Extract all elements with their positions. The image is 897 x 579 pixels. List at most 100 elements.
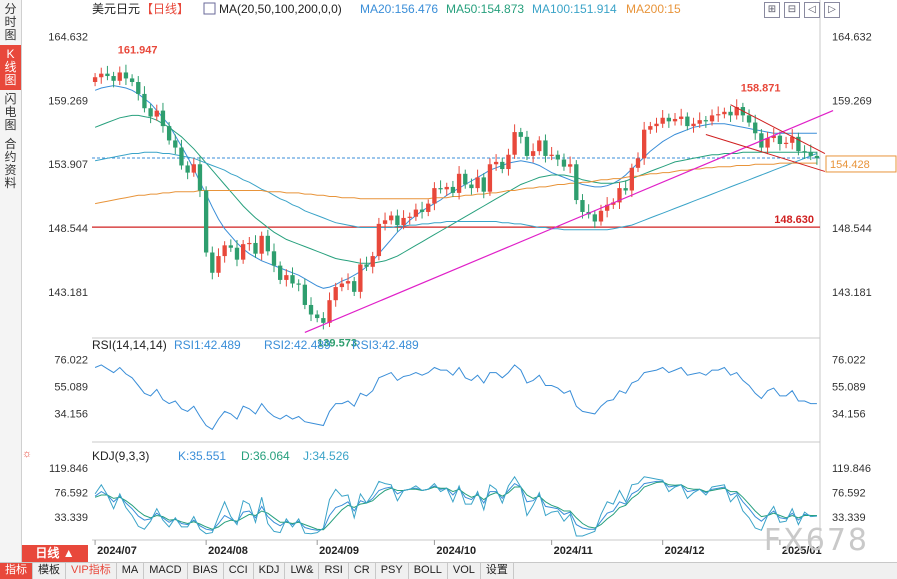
sidebar-tab-3[interactable]: 合约资料 bbox=[4, 137, 17, 190]
main-ytick-right-3: 148.544 bbox=[832, 223, 872, 235]
pan-right-icon[interactable]: ▷ bbox=[824, 2, 840, 18]
candle-body bbox=[432, 188, 437, 204]
indicator-tab-13[interactable]: VOL bbox=[448, 563, 481, 579]
candle-body bbox=[166, 126, 172, 141]
last-price-label: 154.428 bbox=[830, 159, 870, 171]
candle-body bbox=[679, 116, 684, 119]
candle-body bbox=[648, 126, 653, 130]
candle-body bbox=[765, 138, 770, 148]
candle-body bbox=[623, 188, 628, 191]
indicator-tab-10[interactable]: CR bbox=[349, 563, 376, 579]
candle-body bbox=[296, 283, 301, 285]
indicator-tab-9[interactable]: RSI bbox=[319, 563, 349, 579]
ma100-value: MA100:151.914 bbox=[532, 2, 617, 16]
xtick-label-1: 2024/08 bbox=[208, 545, 248, 557]
candle-body bbox=[407, 216, 412, 218]
kdj-line-d bbox=[94, 481, 817, 531]
candle-body bbox=[327, 300, 332, 323]
candle-body bbox=[697, 120, 702, 124]
candle-body bbox=[99, 73, 104, 78]
candle-body bbox=[197, 164, 203, 191]
indicator-tab-4[interactable]: MACD bbox=[144, 563, 188, 579]
sidebar-tab-0[interactable]: 分时图 bbox=[4, 2, 17, 42]
ma-settings-icon bbox=[203, 2, 216, 15]
support-label: 148.630 bbox=[774, 214, 814, 226]
indicator-tab-5[interactable]: BIAS bbox=[188, 563, 224, 579]
ma200-value: MA200:15 bbox=[626, 2, 681, 16]
rsi-ytick-left-0: 76.022 bbox=[54, 355, 88, 367]
candle-body bbox=[308, 304, 314, 315]
indicator-tab-0[interactable]: 指标 bbox=[0, 563, 33, 579]
candle-body bbox=[376, 223, 382, 257]
rsi-line-0 bbox=[94, 364, 817, 431]
candle-body bbox=[685, 116, 690, 127]
candle-body bbox=[808, 152, 813, 156]
rsi-ytick-left-1: 55.089 bbox=[54, 382, 88, 394]
pan-left-icon[interactable]: ◁ bbox=[804, 2, 820, 18]
sidebar-tab-2[interactable]: 闪电图 bbox=[4, 92, 17, 132]
candle-body bbox=[635, 158, 641, 168]
indicator-tab-1[interactable]: 模板 bbox=[33, 563, 66, 579]
candle-body bbox=[506, 154, 511, 170]
candle-body bbox=[518, 132, 523, 137]
candle-body bbox=[358, 264, 363, 292]
watermark: FX678 bbox=[763, 523, 869, 558]
xtick-label-5: 2024/12 bbox=[665, 545, 705, 557]
candle-body bbox=[136, 82, 141, 94]
candle-body bbox=[247, 242, 252, 245]
candle-body bbox=[592, 214, 597, 222]
indicator-tab-14[interactable]: 设置 bbox=[481, 563, 514, 579]
rsi-legend-2: RSI3:42.489 bbox=[352, 338, 419, 352]
indicator-tab-11[interactable]: PSY bbox=[376, 563, 409, 579]
indicator-tab-6[interactable]: CCI bbox=[224, 563, 254, 579]
candle-body bbox=[382, 220, 388, 224]
candle-body bbox=[240, 244, 246, 260]
zoom-out-icon[interactable]: ⊟ bbox=[784, 2, 800, 18]
candle-body bbox=[450, 186, 456, 193]
candle-body bbox=[259, 235, 264, 254]
candle-body bbox=[753, 122, 758, 134]
candle-body bbox=[284, 275, 289, 280]
indicator-tab-2[interactable]: VIP指标 bbox=[66, 563, 117, 579]
candle-body bbox=[654, 123, 659, 127]
candle-body bbox=[703, 120, 709, 122]
candle-body bbox=[672, 118, 678, 122]
candle-body bbox=[500, 161, 505, 170]
last-price-box bbox=[825, 155, 897, 173]
candle-body bbox=[629, 167, 634, 191]
kline-chart-area[interactable]: 164.632164.632159.269159.269153.907153.9… bbox=[0, 0, 897, 562]
xtick-label-3: 2024/10 bbox=[436, 545, 476, 557]
period-selector[interactable]: 日线 ▲ bbox=[22, 545, 88, 562]
candle-body bbox=[160, 110, 166, 127]
candle-body bbox=[777, 135, 783, 144]
candle-body bbox=[253, 242, 258, 254]
indicator-tab-12[interactable]: BOLL bbox=[409, 563, 448, 579]
kdj-ytick-right-0: 119.846 bbox=[832, 463, 871, 475]
main-ytick-left-0: 164.632 bbox=[48, 31, 88, 43]
candle-body bbox=[783, 142, 789, 144]
indicator-tab-3[interactable]: MA bbox=[117, 563, 145, 579]
candle-body bbox=[290, 275, 295, 284]
candle-body bbox=[123, 72, 129, 79]
indicator-tab-bar: 指标 模板 VIP指标 MA MACD BIAS CCI KDJ LW& RSI CR PSY BOLL… bbox=[0, 562, 897, 579]
xtick-label-0: 2024/07 bbox=[97, 545, 137, 557]
candle-body bbox=[691, 123, 696, 127]
indicator-tab-7[interactable]: KDJ bbox=[254, 563, 286, 579]
candle-body bbox=[142, 93, 147, 109]
candle-body bbox=[666, 117, 672, 122]
rsi-ytick-right-1: 55.089 bbox=[832, 382, 866, 394]
kdj-title: KDJ(9,3,3) bbox=[92, 449, 149, 463]
zoom-in-icon[interactable]: ⊞ bbox=[764, 2, 780, 18]
candle-body bbox=[154, 110, 159, 117]
candle-body bbox=[746, 115, 752, 123]
indicator-tab-8[interactable]: LW& bbox=[285, 563, 320, 579]
candle-body bbox=[389, 215, 394, 221]
candle-body bbox=[469, 184, 474, 189]
candle-body bbox=[345, 281, 351, 284]
candle-body bbox=[574, 164, 579, 201]
xtick-label-2: 2024/09 bbox=[319, 545, 359, 557]
candle-body bbox=[395, 215, 400, 226]
kdj-line-k bbox=[94, 480, 817, 531]
ma-params: MA(20,50,100,200,0,0) bbox=[219, 2, 342, 16]
